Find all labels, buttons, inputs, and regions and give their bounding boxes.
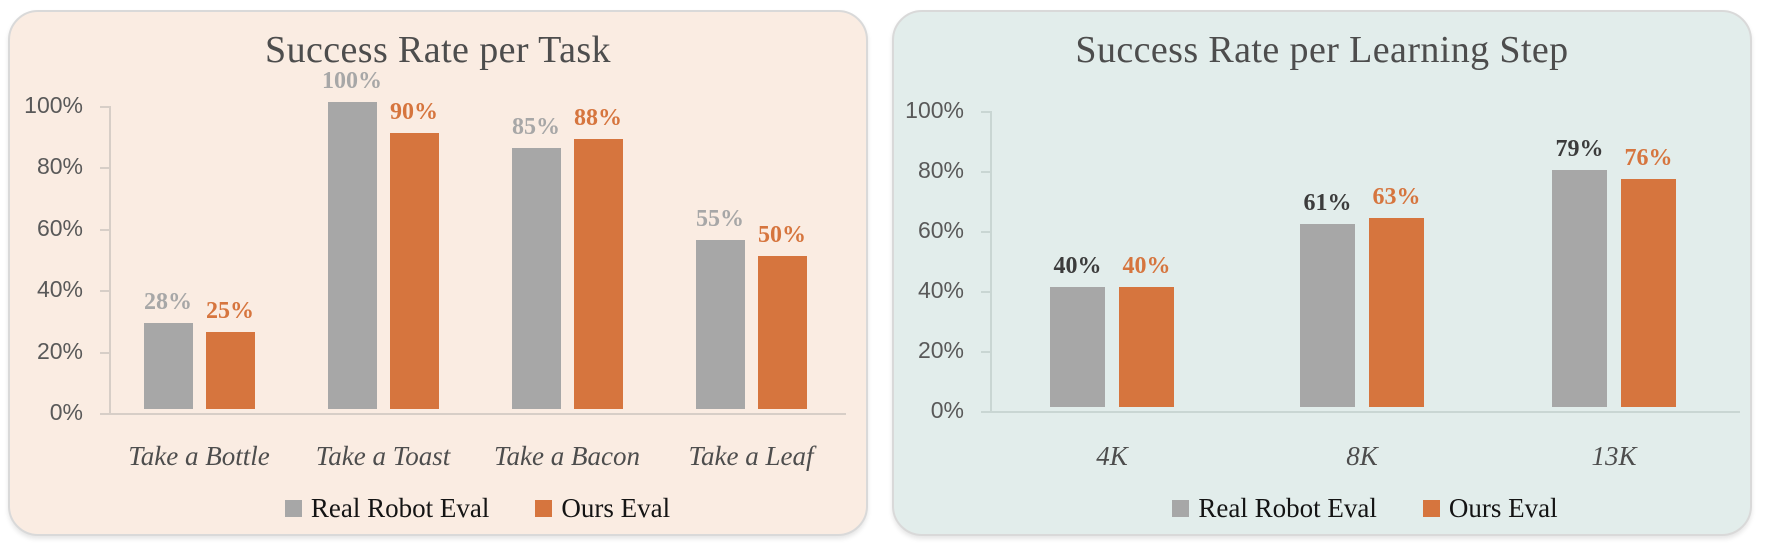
y-axis-tick (981, 171, 990, 173)
bar-real-robot-eval-4k (1050, 287, 1105, 407)
x-axis-line (986, 411, 1740, 413)
bar-value-label-ours-eval-8k: 63% (1372, 184, 1421, 210)
y-axis-tick-label: 100% (24, 91, 83, 118)
legend-swatch-real-robot-eval (284, 499, 302, 517)
bar-value-label-real-robot-eval-4k: 40% (1053, 253, 1102, 279)
legend-swatch-ours-eval (535, 499, 553, 517)
bar-value-label-real-robot-eval-8k: 61% (1303, 190, 1352, 216)
y-axis-tick-label: 80% (917, 156, 964, 183)
y-axis-tick (100, 167, 109, 170)
bar-real-robot-eval-take-a-bottle (143, 323, 193, 409)
legend-label: Ours Eval (561, 492, 671, 523)
y-axis-line (109, 106, 111, 413)
x-category-label-13k: 13K (1591, 441, 1637, 471)
x-category-label-take-a-bottle: Take a Bottle (128, 441, 270, 471)
y-axis-tick (981, 231, 990, 233)
legend-label: Ours Eval (1448, 492, 1558, 523)
legend-swatch-ours-eval (1422, 499, 1440, 517)
x-category-label-take-a-toast: Take a Toast (315, 441, 451, 471)
bar-real-robot-eval-8k (1300, 224, 1355, 407)
y-axis-tick-label: 20% (917, 336, 964, 363)
bar-value-label-real-robot-eval-take-a-bottle: 28% (144, 289, 192, 316)
chart-title: Success Rate per Task (265, 29, 611, 71)
y-axis-line (990, 111, 992, 411)
bar-value-label-real-robot-eval-13k: 79% (1555, 136, 1604, 162)
y-axis-tick (100, 351, 109, 354)
x-category-label-4k: 4K (1096, 441, 1128, 471)
bar-ours-eval-take-a-leaf (757, 255, 807, 409)
bar-value-label-ours-eval-13k: 76% (1624, 145, 1673, 171)
chart-panel-success-rate-per-task: Success Rate per Task 100% 80% 60% 40% 20% 0%… (8, 10, 868, 536)
legend: Real Robot Eval Ours Eval (109, 490, 846, 526)
bar-ours-eval-8k (1369, 218, 1424, 407)
bar-value-label-real-robot-eval-take-a-toast: 100% (322, 68, 382, 94)
bar-value-label-ours-eval-take-a-toast: 90% (390, 98, 438, 125)
bar-real-robot-eval-take-a-bacon (511, 148, 561, 409)
x-axis-line (105, 413, 846, 415)
legend-item-ours-eval: Ours Eval (535, 493, 670, 524)
legend-item-real-robot-eval: Real Robot Eval (1172, 492, 1377, 524)
bar-ours-eval-take-a-bacon (573, 138, 623, 409)
bar-value-label-ours-eval-take-a-bottle: 25% (206, 298, 254, 325)
y-axis-tick-label: 40% (36, 276, 83, 303)
y-axis-tick-label: 20% (36, 337, 83, 364)
x-category-label-8k: 8K (1346, 441, 1378, 471)
y-axis-tick (981, 291, 990, 293)
y-axis-tick-label: 60% (917, 216, 964, 243)
legend-item-real-robot-eval: Real Robot Eval (284, 492, 490, 524)
bar-real-robot-eval-13k (1552, 170, 1607, 407)
bar-value-label-ours-eval-take-a-leaf: 50% (758, 221, 806, 248)
y-axis-tick (100, 228, 109, 231)
bar-value-label-ours-eval-take-a-bacon: 88% (574, 104, 622, 131)
chart-panel-success-rate-per-learning-step: Success Rate per Learning Step 100% 80% 60… (892, 10, 1752, 536)
x-category-label-take-a-leaf: Take a Leaf (688, 441, 814, 471)
bar-ours-eval-13k (1621, 179, 1676, 407)
y-axis-tick (100, 290, 109, 293)
bar-real-robot-eval-take-a-leaf (695, 240, 745, 409)
legend-label: Real Robot Eval (310, 492, 490, 523)
legend-label: Real Robot Eval (1198, 492, 1377, 523)
y-axis-tick (981, 411, 990, 413)
bar-value-label-real-robot-eval-take-a-bacon: 85% (512, 114, 560, 141)
bar-real-robot-eval-take-a-toast (327, 102, 377, 409)
x-category-label-take-a-bacon: Take a Bacon (494, 441, 640, 471)
bar-ours-eval-take-a-bottle (205, 332, 255, 409)
bar-ours-eval-take-a-toast (389, 132, 439, 409)
y-axis-tick (100, 106, 109, 108)
chart-title: Success Rate per Learning Step (1075, 29, 1569, 71)
y-axis-tick-label: 80% (36, 153, 83, 180)
bar-ours-eval-4k (1119, 287, 1174, 407)
y-axis-tick-label: 0% (930, 396, 964, 423)
y-axis-tick (981, 351, 990, 353)
y-axis-tick (981, 111, 990, 113)
bar-value-label-real-robot-eval-take-a-leaf: 55% (696, 206, 744, 233)
y-axis-tick-label: 40% (917, 276, 964, 303)
y-axis-tick-label: 60% (36, 214, 83, 241)
y-axis-tick (100, 413, 109, 415)
bar-value-label-ours-eval-4k: 40% (1122, 253, 1171, 279)
legend-item-ours-eval: Ours Eval (1422, 492, 1558, 524)
legend-swatch-real-robot-eval (1172, 499, 1190, 517)
y-axis-tick-label: 0% (49, 398, 83, 425)
y-axis-tick-label: 100% (905, 96, 964, 123)
legend: Real Robot Eval Ours Eval (990, 490, 1740, 526)
